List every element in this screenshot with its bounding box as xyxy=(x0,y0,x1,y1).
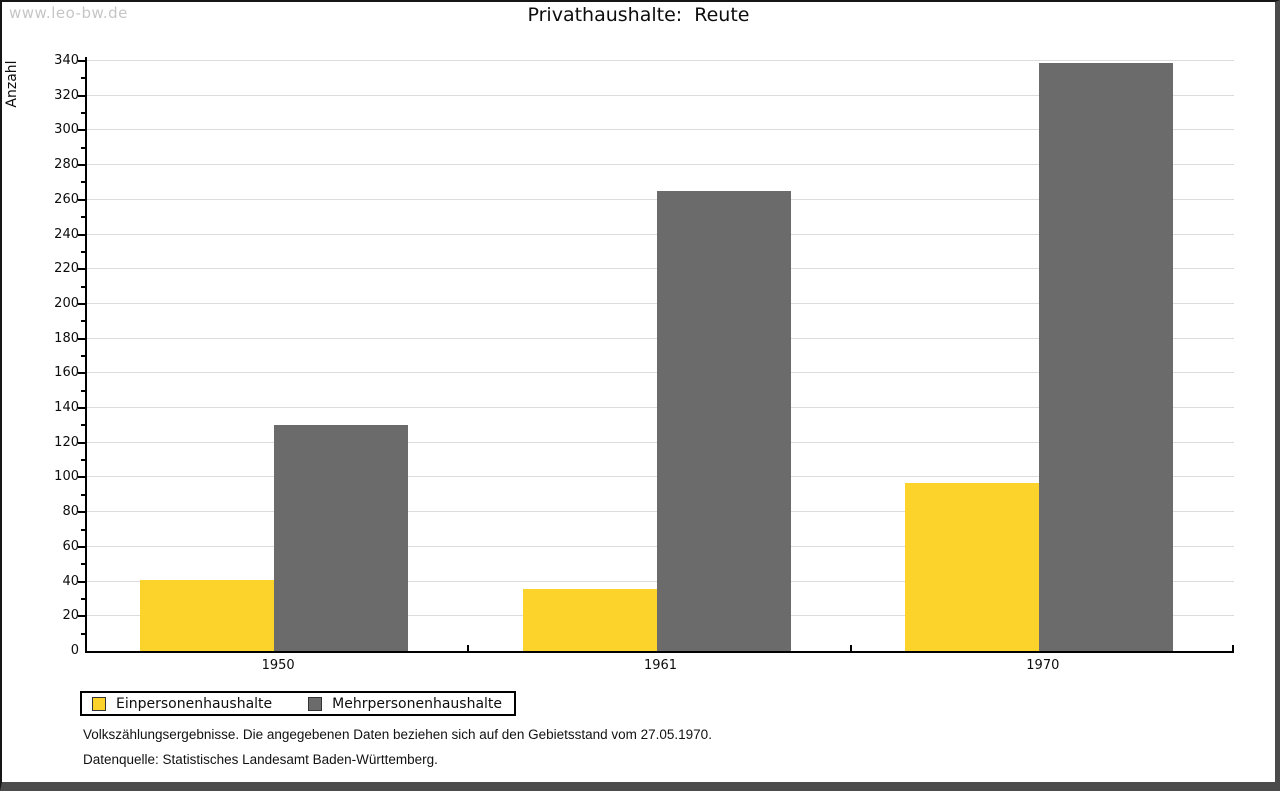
y-major-tick xyxy=(78,198,85,201)
y-major-tick xyxy=(78,407,85,410)
x-tick-label: 1970 xyxy=(1026,658,1060,673)
legend: Einpersonenhaushalte Mehrpersonenhaushalt… xyxy=(80,691,517,716)
y-tick-label: 280 xyxy=(54,157,79,173)
y-tick-label: 40 xyxy=(62,573,79,589)
y-major-tick xyxy=(78,441,85,444)
y-tick-label: 180 xyxy=(54,330,79,346)
y-minor-tick xyxy=(81,77,85,80)
y-minor-tick xyxy=(81,112,85,115)
legend-swatch xyxy=(308,696,323,711)
y-tick-label: 240 xyxy=(54,226,79,242)
bar-1961-mehrpersonenhaushalte xyxy=(656,191,791,651)
bar-1961-einpersonenhaushalte xyxy=(522,588,657,651)
y-minor-tick xyxy=(81,285,85,288)
y-major-tick xyxy=(78,476,85,479)
y-tick-label: 100 xyxy=(54,469,79,485)
y-major-tick xyxy=(78,94,85,97)
footnote-data-source: Datenquelle: Statistisches Landesamt Bad… xyxy=(83,752,438,767)
y-minor-tick xyxy=(81,597,85,600)
x-tick-label: 1961 xyxy=(643,658,678,673)
y-minor-tick xyxy=(81,355,85,357)
y-major-tick xyxy=(78,60,85,62)
bar-1970-mehrpersonenhaushalte xyxy=(1038,62,1173,651)
y-major-tick xyxy=(78,511,85,514)
legend-label: Mehrpersonenhaushalte xyxy=(332,695,503,712)
y-tick-label: 220 xyxy=(54,261,79,277)
y-minor-tick xyxy=(81,389,85,392)
y-major-tick xyxy=(78,580,85,583)
y-tick-label: 80 xyxy=(62,504,79,520)
gridline xyxy=(87,164,1234,166)
x-boundary-tick xyxy=(1232,645,1234,651)
y-minor-tick xyxy=(81,563,85,566)
x-tick-label: 1950 xyxy=(261,658,295,673)
y-tick-label: 140 xyxy=(54,400,79,416)
y-major-tick xyxy=(78,129,85,132)
chart-title: Privathaushalte: Reute xyxy=(527,4,750,26)
x-boundary-tick xyxy=(849,645,852,651)
y-major-tick xyxy=(78,302,85,305)
y-tick-label: 120 xyxy=(54,434,79,450)
y-minor-tick xyxy=(81,459,85,462)
y-minor-tick xyxy=(81,250,85,253)
y-minor-tick xyxy=(81,528,85,531)
y-tick-label: 300 xyxy=(54,122,79,138)
y-tick-label: 60 xyxy=(62,538,79,554)
y-major-tick xyxy=(78,615,85,618)
y-major-tick xyxy=(78,164,85,167)
watermark: www.leo-bw.de xyxy=(9,4,128,22)
y-minor-tick xyxy=(81,493,85,496)
bar-1950-einpersonenhaushalte xyxy=(140,579,275,651)
x-boundary-tick xyxy=(467,645,470,651)
bar-1970-einpersonenhaushalte xyxy=(904,482,1039,651)
y-axis-title: Anzahl xyxy=(4,60,20,108)
y-minor-tick xyxy=(81,320,85,323)
y-tick-label: 0 xyxy=(70,643,79,658)
y-tick-label: 200 xyxy=(54,295,79,311)
y-major-tick xyxy=(78,268,85,271)
y-major-tick xyxy=(78,545,85,548)
gridline xyxy=(87,94,1234,96)
y-tick-label: 20 xyxy=(62,608,79,624)
y-minor-tick xyxy=(81,146,85,149)
y-minor-tick xyxy=(81,181,85,184)
legend-item: Mehrpersonenhaushalte xyxy=(308,696,502,712)
y-major-tick xyxy=(78,372,85,375)
y-minor-tick xyxy=(81,632,85,635)
y-minor-tick xyxy=(81,424,85,427)
bar-1950-mehrpersonenhaushalte xyxy=(274,425,409,651)
footnote-source-note: Volkszählungsergebnisse. Die angegebenen… xyxy=(83,727,712,742)
legend-swatch xyxy=(92,696,106,711)
y-tick-label: 340 xyxy=(54,53,79,68)
y-major-tick xyxy=(78,337,85,340)
y-major-tick xyxy=(78,233,85,236)
y-tick-label: 320 xyxy=(54,87,79,103)
y-tick-label: 160 xyxy=(54,365,79,381)
plot-area xyxy=(78,57,1234,653)
legend-label: Einpersonenhaushalte xyxy=(116,695,273,712)
legend-item: Einpersonenhaushalte xyxy=(92,696,272,712)
y-minor-tick xyxy=(81,216,85,219)
gridline xyxy=(87,129,1234,131)
gridline xyxy=(87,60,1234,61)
y-tick-label: 260 xyxy=(54,191,79,207)
